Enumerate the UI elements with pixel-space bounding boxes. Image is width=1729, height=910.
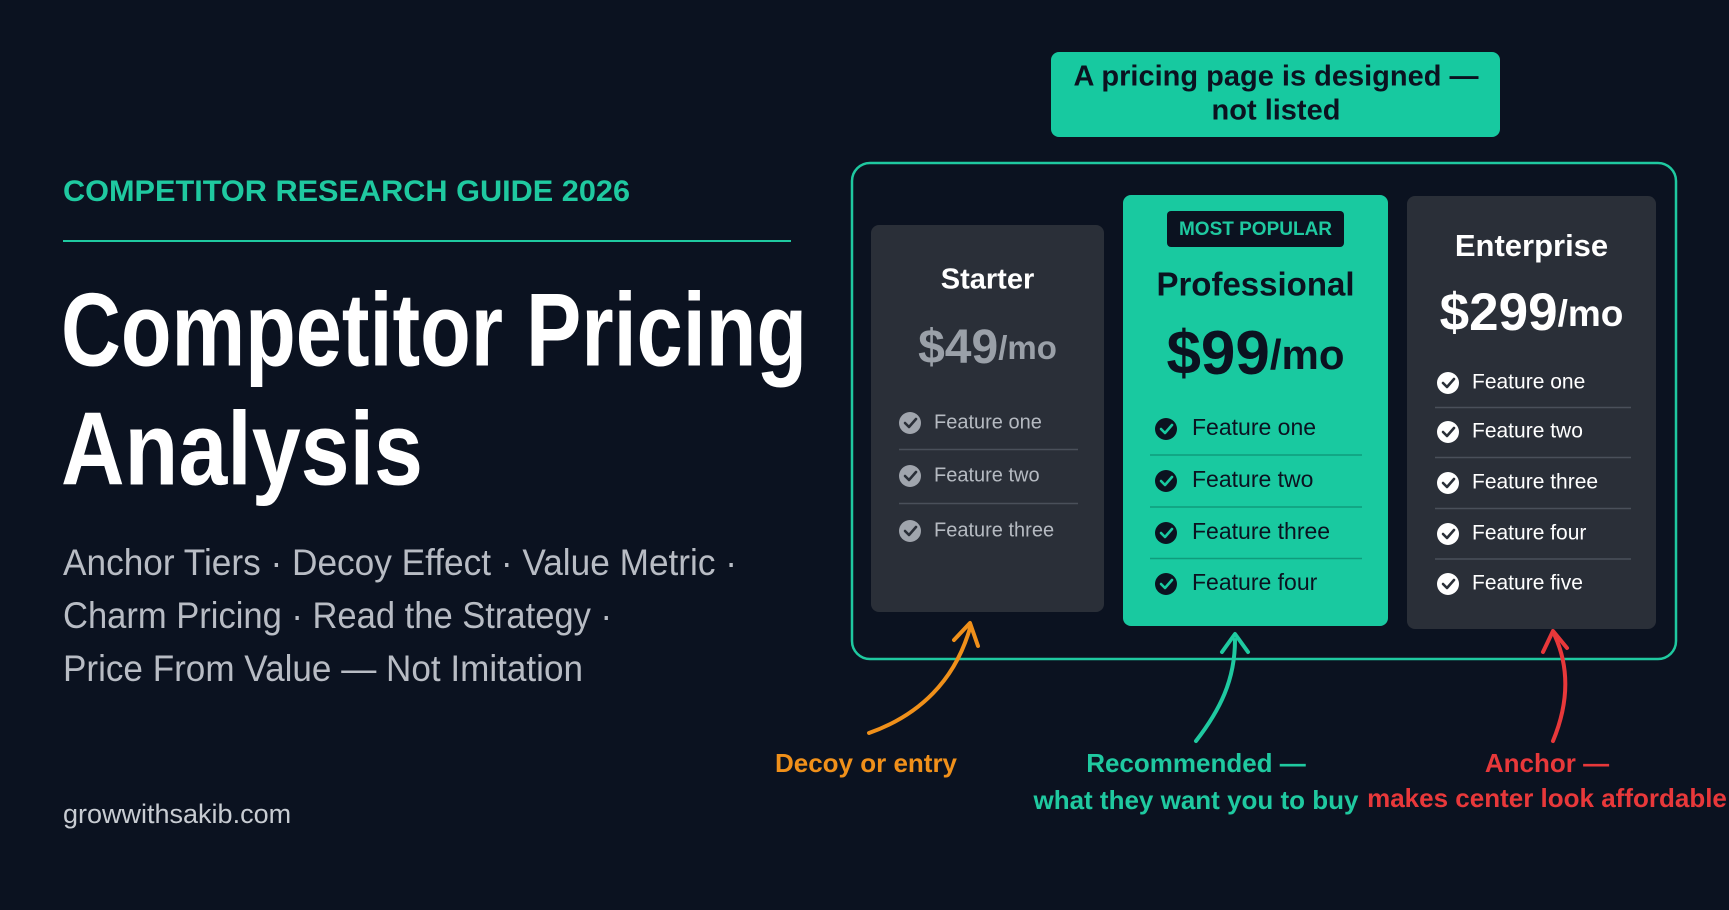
feature: Feature three [1192,518,1330,544]
check-circle [1155,522,1177,544]
check-icon [1437,523,1459,545]
check-circle [1155,418,1177,440]
check-mark [903,417,918,429]
title: Competitor Pricing [61,272,807,388]
callout-box [1051,52,1500,137]
subtitle: Charm Pricing · Read the Strategy · [63,595,612,636]
arrow [1551,634,1568,743]
price-period: /mo [1558,293,1624,334]
price-amount: $99 [1166,319,1269,388]
annotation: Anchor — [1485,748,1609,778]
check-circle [1437,421,1459,443]
plan-card [871,225,1104,612]
check-mark [1159,423,1174,435]
check-mark [1159,578,1174,590]
feature: Feature five [1472,572,1583,595]
price-amount: $49 [918,321,998,374]
feature: Feature four [1472,522,1586,545]
arrow-head [1541,629,1569,654]
check-mark [1441,528,1456,540]
check-circle [1437,372,1459,394]
check-mark [1441,477,1456,489]
annotation: what they want you to buy [1032,785,1359,815]
callout-text: A pricing page is designed — [1074,61,1479,93]
price-period: /mo [1270,331,1345,378]
check-icon [1437,573,1459,595]
plan-name: Professional [1156,266,1354,303]
check-icon [1437,372,1459,394]
price-period: /mo [998,329,1057,366]
check-mark [903,470,918,482]
subtitle: Price From Value — Not Imitation [63,648,583,689]
plan-price: $299/mo [1440,283,1624,342]
feature: Feature two [1192,466,1313,492]
annotation: Decoy or entry [775,748,958,778]
check-circle [1437,523,1459,545]
check-icon [1155,470,1177,492]
badge-text: MOST POPULAR [1179,219,1332,240]
feature: Feature four [1192,569,1318,595]
badge-box [1167,211,1344,247]
arrow-head [1220,632,1250,654]
arrow [1194,638,1237,743]
feature: Feature one [934,411,1042,433]
check-icon [1155,418,1177,440]
plan-name: Enterprise [1455,228,1608,263]
annotation: makes center look affordable [1367,783,1727,813]
check-circle [1437,472,1459,494]
check-mark [1441,377,1456,389]
check-circle [899,465,921,487]
pricing-frame [850,161,1678,661]
eyebrow: COMPETITOR RESEARCH GUIDE 2026 [63,175,630,208]
check-mark [903,525,918,537]
check-mark [1159,475,1174,487]
feature: Feature one [1192,414,1316,440]
check-circle [1437,573,1459,595]
check-icon [899,412,921,434]
check-icon [899,465,921,487]
subtitle: Anchor Tiers · Decoy Effect · Value Metr… [63,542,737,583]
callout-text: not listed [1212,95,1341,127]
feature: Feature two [1472,420,1583,443]
check-circle [899,412,921,434]
plan-price: $49/mo [918,321,1057,374]
plan-name: Starter [941,264,1035,296]
feature: Feature two [934,464,1040,486]
check-icon [1437,421,1459,443]
plan-card [1407,196,1656,629]
title: Analysis [61,391,423,507]
check-icon [1155,522,1177,544]
check-circle [899,520,921,542]
annotation: Recommended — [1086,748,1306,778]
feature: Feature three [1472,471,1598,494]
plan-card [1123,195,1388,626]
arrow-head [952,621,980,648]
check-icon [899,520,921,542]
check-icon [1155,573,1177,595]
site-url: growwithsakib.com [63,799,291,829]
check-icon [1437,472,1459,494]
feature: Feature three [934,519,1054,541]
price-amount: $299 [1440,283,1558,342]
check-mark [1441,426,1456,438]
plan-price: $99/mo [1166,319,1344,388]
check-circle [1155,470,1177,492]
check-circle [1155,573,1177,595]
check-mark [1159,527,1174,539]
arrow [867,626,972,735]
check-mark [1441,578,1456,590]
feature: Feature one [1472,371,1585,394]
